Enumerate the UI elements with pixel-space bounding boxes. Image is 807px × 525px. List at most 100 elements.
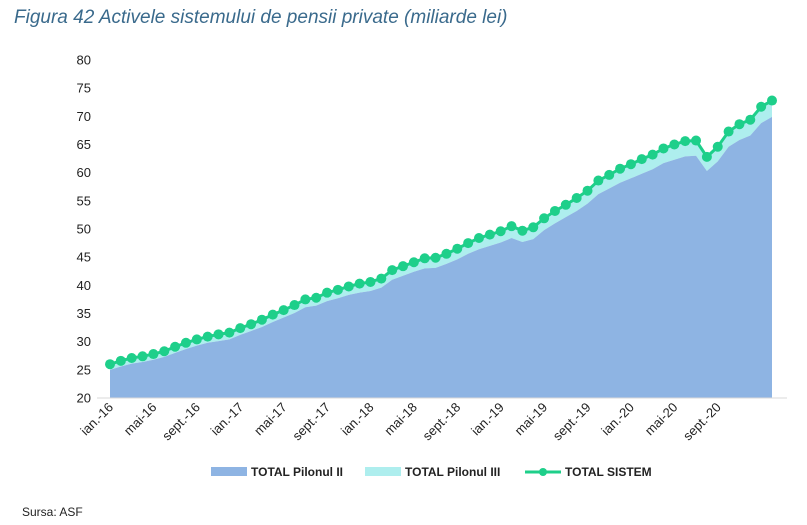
source-note: Sursa: ASF	[22, 505, 83, 519]
total-sistem-point	[256, 314, 267, 325]
total-sistem-point	[549, 205, 560, 216]
y-tick-label: 50	[77, 222, 91, 237]
total-sistem-point	[593, 175, 604, 186]
legend: TOTAL Pilonul II TOTAL Pilonul III TOTAL…	[211, 465, 652, 479]
total-sistem-point	[452, 243, 463, 254]
x-tick-label: sept.-19	[550, 400, 594, 444]
y-tick-label: 25	[77, 362, 91, 377]
y-tick-label: 40	[77, 278, 91, 293]
total-sistem-point	[322, 287, 333, 298]
total-sistem-point	[332, 284, 343, 295]
total-sistem-point	[767, 95, 777, 106]
x-tick-label: mai-16	[121, 400, 160, 439]
total-sistem-point	[180, 337, 191, 348]
total-sistem-point	[712, 141, 723, 152]
total-sistem-point	[756, 101, 767, 112]
total-sistem-point	[745, 114, 756, 125]
x-tick-label: mai-18	[381, 400, 420, 439]
area-pilonul-ii	[110, 116, 772, 399]
total-sistem-point	[539, 213, 550, 224]
total-sistem-point	[647, 149, 658, 160]
total-sistem-point	[473, 233, 484, 244]
y-axis: 20 25 30 35 40 45 50 55 60 65 70 75 80	[77, 53, 91, 406]
total-sistem-point	[105, 359, 115, 370]
total-sistem-point	[441, 248, 452, 259]
y-tick-label: 75	[77, 81, 91, 96]
total-sistem-point	[354, 278, 365, 289]
total-sistem-point	[506, 221, 517, 232]
x-tick-label: sept.-17	[289, 400, 333, 444]
y-tick-label: 45	[77, 250, 91, 265]
chart-svg: 20 25 30 35 40 45 50 55 60 65 70 75 80 ian.-16 mai-16…	[77, 53, 787, 479]
total-sistem-point	[115, 355, 126, 366]
y-tick-label: 30	[77, 334, 91, 349]
total-sistem-point	[691, 135, 702, 146]
total-sistem-point	[137, 351, 148, 362]
total-sistem-point	[495, 226, 506, 237]
total-sistem-point	[701, 151, 712, 162]
y-tick-label: 60	[77, 165, 91, 180]
total-sistem-point	[398, 261, 409, 272]
legend-swatch-pilonul-ii	[211, 467, 247, 476]
total-sistem-point	[311, 292, 322, 303]
y-tick-label: 20	[77, 391, 91, 406]
x-tick-label: mai-17	[251, 400, 290, 439]
x-axis: ian.-16 mai-16 sept.-16 ian.-17 mai-17 sept.-…	[77, 397, 787, 444]
chart-title: Figura 42 Activele sistemului de pensii …	[14, 7, 508, 28]
total-sistem-point	[658, 143, 669, 154]
total-sistem-point	[246, 319, 257, 330]
total-sistem-point	[625, 159, 636, 170]
x-tick-label: sept.-18	[420, 400, 464, 444]
x-tick-label: sept.-20	[680, 400, 724, 444]
total-sistem-point	[126, 353, 137, 363]
total-sistem-point	[408, 257, 419, 268]
total-sistem-point	[159, 346, 170, 357]
total-sistem-point	[571, 193, 582, 204]
total-sistem-point	[224, 327, 235, 338]
total-sistem-point	[484, 229, 495, 240]
x-tick-label: ian.-19	[468, 400, 507, 439]
total-sistem-point	[235, 323, 246, 334]
total-sistem-point	[148, 349, 159, 360]
total-sistem-point	[202, 331, 213, 342]
total-sistem-point	[387, 265, 398, 276]
legend-marker-total-sistem	[539, 468, 547, 476]
total-sistem-point	[419, 253, 430, 264]
y-tick-label: 55	[77, 193, 91, 208]
total-sistem-point	[463, 238, 474, 249]
total-sistem-point	[300, 294, 311, 305]
y-tick-label: 70	[77, 109, 91, 124]
total-sistem-point	[278, 305, 289, 316]
total-sistem-point	[170, 341, 181, 352]
total-sistem-point	[636, 154, 647, 165]
legend-swatch-pilonul-iii	[365, 467, 401, 476]
total-sistem-point	[680, 136, 691, 147]
total-sistem-point	[365, 276, 376, 287]
total-sistem-point	[582, 185, 593, 196]
total-sistem-point	[191, 334, 202, 345]
total-sistem-point	[528, 222, 539, 233]
legend-label-total-sistem: TOTAL SISTEM	[565, 465, 652, 479]
total-sistem-point	[213, 329, 224, 340]
x-tick-label: sept.-16	[159, 400, 203, 444]
total-sistem-point	[560, 199, 571, 210]
total-sistem-point	[604, 169, 615, 180]
total-sistem-point	[343, 281, 354, 292]
legend-label-pilonul-iii: TOTAL Pilonul III	[405, 465, 500, 479]
total-sistem-point	[669, 139, 680, 150]
x-tick-label: mai-19	[512, 400, 551, 439]
total-sistem-point	[430, 252, 441, 263]
total-sistem-point	[376, 273, 387, 284]
y-tick-label: 65	[77, 137, 91, 152]
y-tick-label: 35	[77, 306, 91, 321]
total-sistem-point	[517, 225, 528, 236]
x-tick-label: ian.-18	[338, 400, 377, 439]
total-sistem-point	[615, 163, 626, 174]
x-tick-label: mai-20	[642, 400, 681, 439]
x-tick-label: ian.-20	[598, 400, 637, 439]
total-sistem-point	[289, 300, 300, 311]
total-sistem-point	[267, 309, 278, 320]
total-sistem-point	[723, 126, 734, 137]
x-tick-label: ian.-17	[208, 400, 247, 439]
total-sistem-markers	[105, 95, 777, 370]
